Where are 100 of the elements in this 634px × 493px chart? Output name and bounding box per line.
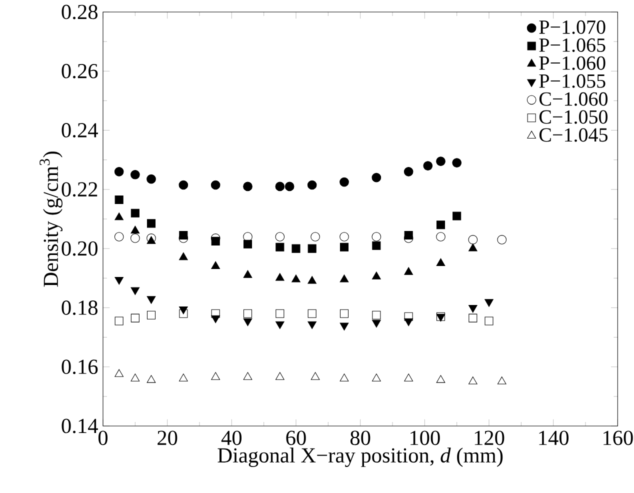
point: [179, 309, 188, 318]
point: [114, 369, 124, 377]
point: [275, 273, 284, 281]
x-axis-title: Diagonal X−ray position, d (mm): [218, 448, 503, 467]
point: [436, 220, 446, 230]
point: [436, 156, 446, 166]
y-tick-label: 0.16: [62, 360, 98, 374]
point: [468, 314, 478, 322]
point: [340, 242, 349, 252]
y-tick-label: 0.22: [62, 182, 98, 197]
point: [340, 374, 349, 382]
point: [372, 232, 382, 242]
point: [210, 180, 220, 190]
point: [372, 374, 381, 382]
point: [452, 158, 462, 168]
legend-label: P−1.070: [539, 20, 606, 34]
point: [146, 219, 156, 228]
legend-label: P−1.060: [539, 56, 606, 70]
point: [404, 374, 414, 382]
point: [423, 161, 433, 170]
point: [468, 376, 478, 384]
y-tick-label: 0.26: [62, 64, 98, 78]
x-tick-label: 140: [539, 430, 569, 446]
point: [310, 372, 320, 380]
point: [243, 232, 252, 242]
point: [243, 182, 252, 192]
point: [276, 309, 284, 318]
point: [243, 372, 252, 380]
point: [308, 276, 317, 284]
x-tick-label: 60: [286, 430, 306, 446]
point: [497, 376, 506, 384]
point: [404, 267, 414, 275]
x-tick-label: 100: [410, 430, 440, 446]
point: [130, 208, 140, 218]
point: [436, 232, 446, 242]
legend-label: C−1.060: [539, 92, 608, 106]
point: [275, 372, 284, 380]
point: [146, 174, 156, 184]
y-tick-label: 0.24: [62, 123, 98, 138]
point: [275, 232, 285, 242]
point: [436, 375, 446, 383]
point: [310, 232, 320, 242]
point: [436, 258, 446, 266]
point: [372, 310, 381, 320]
point: [178, 374, 188, 382]
point: [243, 270, 252, 278]
point: [178, 252, 188, 260]
point: [340, 177, 349, 187]
x-tick-label: 20: [158, 430, 178, 446]
y-axis-title: Density (g/cm$^{3}$): [40, 152, 62, 287]
point: [276, 242, 284, 252]
point: [114, 196, 124, 204]
point: [404, 312, 413, 321]
legend-label: P−1.065: [539, 38, 606, 52]
point: [372, 272, 381, 280]
legend-label: P−1.055: [539, 74, 606, 88]
point: [130, 170, 140, 180]
point: [114, 316, 124, 326]
point: [484, 316, 494, 326]
y-tick-label: 0.28: [62, 4, 98, 20]
point: [130, 374, 140, 382]
x-tick-label: 160: [604, 430, 633, 446]
point: [468, 244, 478, 252]
point: [404, 167, 414, 176]
point: [114, 232, 124, 242]
point: [284, 182, 294, 192]
point: [372, 172, 382, 182]
point: [211, 261, 220, 269]
point: [178, 180, 188, 190]
x-tick-label: 80: [350, 430, 370, 446]
point: [130, 226, 140, 234]
point: [452, 212, 462, 220]
point: [114, 167, 124, 176]
point: [308, 309, 316, 318]
point: [372, 241, 381, 250]
point: [340, 309, 349, 318]
y-tick-label: 0.20: [62, 241, 98, 256]
point: [130, 234, 140, 243]
point: [275, 182, 285, 192]
point: [340, 232, 349, 242]
point: [497, 235, 507, 244]
point: [340, 274, 349, 282]
x-tick-label: 120: [474, 430, 504, 446]
point: [243, 309, 252, 318]
point: [292, 274, 300, 282]
legend-label: C−1.050: [539, 110, 608, 124]
point: [308, 244, 316, 253]
x-tick-label: 0: [98, 430, 108, 446]
legend-label: C−1.045: [539, 128, 608, 142]
point: [114, 212, 124, 220]
point: [130, 314, 140, 322]
point: [146, 310, 156, 320]
point: [146, 375, 156, 383]
x-tick-label: 40: [221, 430, 242, 446]
y-tick-label: 0.14: [62, 418, 98, 434]
point: [211, 309, 220, 318]
point: [292, 244, 300, 253]
y-tick-label: 0.18: [62, 300, 98, 315]
point: [468, 235, 478, 244]
point: [211, 372, 220, 380]
